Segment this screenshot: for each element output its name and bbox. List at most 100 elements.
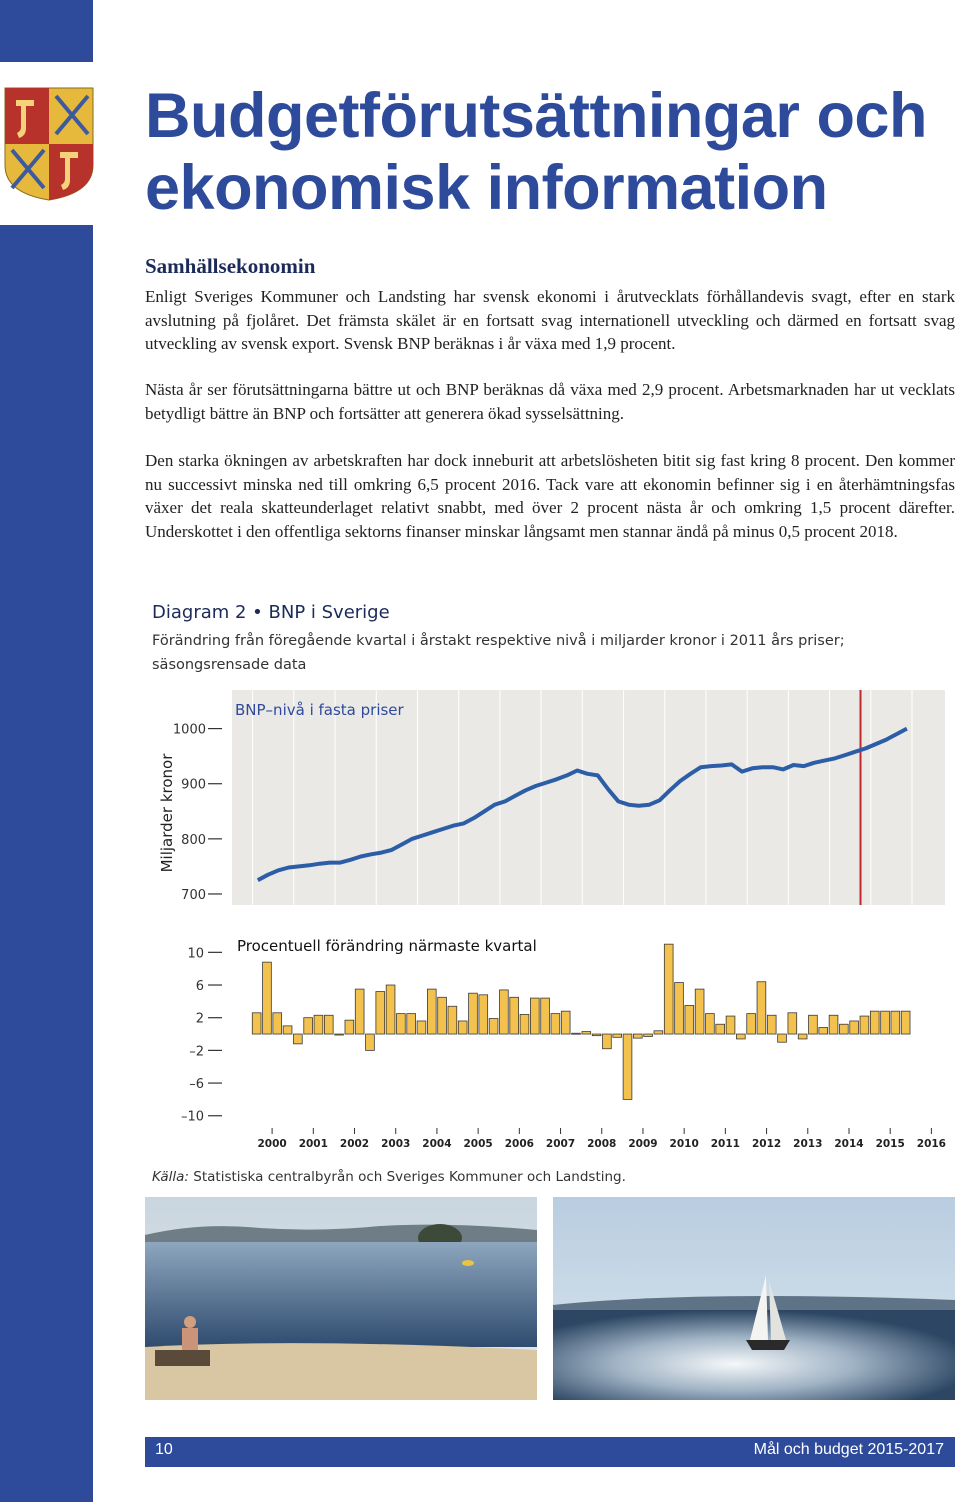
y-axis-label: Miljarder kronor	[158, 753, 176, 873]
bar	[457, 1020, 468, 1035]
x-tick-label: 2012	[752, 1138, 781, 1150]
x-tick-label: 2005	[464, 1138, 493, 1150]
bar	[859, 1015, 870, 1035]
bar	[478, 994, 489, 1035]
y-tick-label: 900	[181, 778, 206, 793]
bar	[509, 996, 519, 1035]
bar	[354, 988, 365, 1035]
bar	[633, 1033, 643, 1039]
bar	[756, 981, 767, 1035]
paragraph: Enligt Sveriges Kommuner och Landsting h…	[145, 287, 955, 354]
bar	[725, 1015, 736, 1035]
bar	[777, 1033, 787, 1043]
x-tick-label: 2001	[299, 1138, 328, 1150]
bar	[808, 1014, 818, 1035]
x-tick-label: 2008	[587, 1138, 616, 1150]
bar	[560, 1010, 571, 1035]
source-label: Källa:	[152, 1169, 189, 1185]
y-tick-label: 800	[181, 833, 206, 848]
title-line: ekonomisk information	[145, 153, 828, 223]
photo-sailboat	[553, 1197, 955, 1400]
source: Källa: Statistiska centralbyrån och Sver…	[152, 1169, 626, 1185]
bar	[622, 1033, 633, 1100]
diagram-subtitle: Förändring från föregående kvartal i års…	[152, 633, 845, 673]
bar	[736, 1033, 746, 1040]
x-tick-label: 2009	[628, 1138, 657, 1150]
y-tick-label: 2	[196, 1012, 204, 1027]
y-tick-label: 1000	[173, 723, 206, 738]
bar	[293, 1033, 303, 1045]
y-tick-label: 6	[196, 979, 204, 994]
bar	[406, 1013, 416, 1035]
bar	[519, 1014, 530, 1035]
bar	[797, 1033, 808, 1040]
bar	[715, 1023, 725, 1035]
bar	[313, 1014, 324, 1035]
section-heading: Samhällsekonomin	[145, 254, 316, 278]
bar	[674, 982, 684, 1035]
bar	[705, 1013, 715, 1035]
bar	[416, 1020, 427, 1035]
x-tick-label: 2011	[711, 1138, 740, 1150]
bar	[530, 997, 540, 1035]
bar	[447, 1005, 458, 1035]
bar	[344, 1019, 355, 1035]
x-tick-label: 2010	[670, 1138, 699, 1150]
gdp-line	[256, 726, 908, 882]
title-line: Budgetförutsättningar och	[145, 81, 927, 151]
x-tick-label: 2013	[793, 1138, 822, 1150]
bar	[396, 1013, 406, 1035]
bar	[746, 1013, 756, 1035]
bar	[323, 1014, 334, 1035]
bar	[581, 1031, 592, 1035]
bar	[385, 984, 396, 1035]
bar	[426, 988, 437, 1035]
bar	[869, 1010, 880, 1035]
bar	[262, 961, 272, 1035]
bar	[602, 1033, 612, 1050]
bar	[828, 1014, 839, 1035]
publication: Mål och budget 2015-2017	[753, 1441, 944, 1458]
bar	[890, 1010, 901, 1035]
x-tick-label: 2002	[340, 1138, 369, 1150]
bar	[437, 996, 447, 1035]
footer-bar	[145, 1437, 955, 1467]
coat-of-arms	[4, 87, 94, 201]
bar	[880, 1010, 890, 1035]
bar	[849, 1020, 859, 1035]
bar	[694, 988, 705, 1035]
bar	[900, 1010, 911, 1035]
bar	[839, 1023, 849, 1035]
diagram-title: Diagram 2 • BNP i Sverige	[152, 602, 390, 623]
bar	[251, 1012, 262, 1035]
page-number: 10	[155, 1441, 173, 1458]
bar	[571, 1032, 581, 1035]
bar	[643, 1033, 653, 1037]
bar	[612, 1033, 622, 1038]
bar	[468, 992, 478, 1035]
bar	[663, 943, 674, 1035]
chart-title: Procentuell förändring närmaste kvartal	[237, 937, 537, 955]
x-tick-label: 2016	[917, 1138, 946, 1150]
y-tick-label: –6	[189, 1077, 204, 1092]
bar	[375, 991, 386, 1035]
side-stripe	[0, 225, 93, 1502]
x-tick-label: 2007	[546, 1138, 575, 1150]
paragraph: Den starka ökningen av arbetskraften har…	[145, 451, 955, 541]
bar	[365, 1033, 375, 1051]
x-tick-label: 2004	[422, 1138, 451, 1150]
x-tick-label: 2003	[381, 1138, 410, 1150]
bar	[282, 1025, 293, 1035]
bar	[766, 1014, 777, 1035]
bar	[272, 1012, 283, 1035]
y-tick-label: 10	[187, 946, 204, 961]
bar	[653, 1030, 664, 1035]
bar	[550, 1013, 561, 1035]
chart-title: BNP–nivå i fasta priser	[235, 701, 405, 719]
photo-beach	[145, 1197, 537, 1400]
plot-background	[232, 690, 945, 905]
side-stripe-top	[0, 0, 93, 62]
bar	[499, 989, 509, 1035]
source-text: Statistiska centralbyrån och Sveriges Ko…	[193, 1169, 626, 1185]
